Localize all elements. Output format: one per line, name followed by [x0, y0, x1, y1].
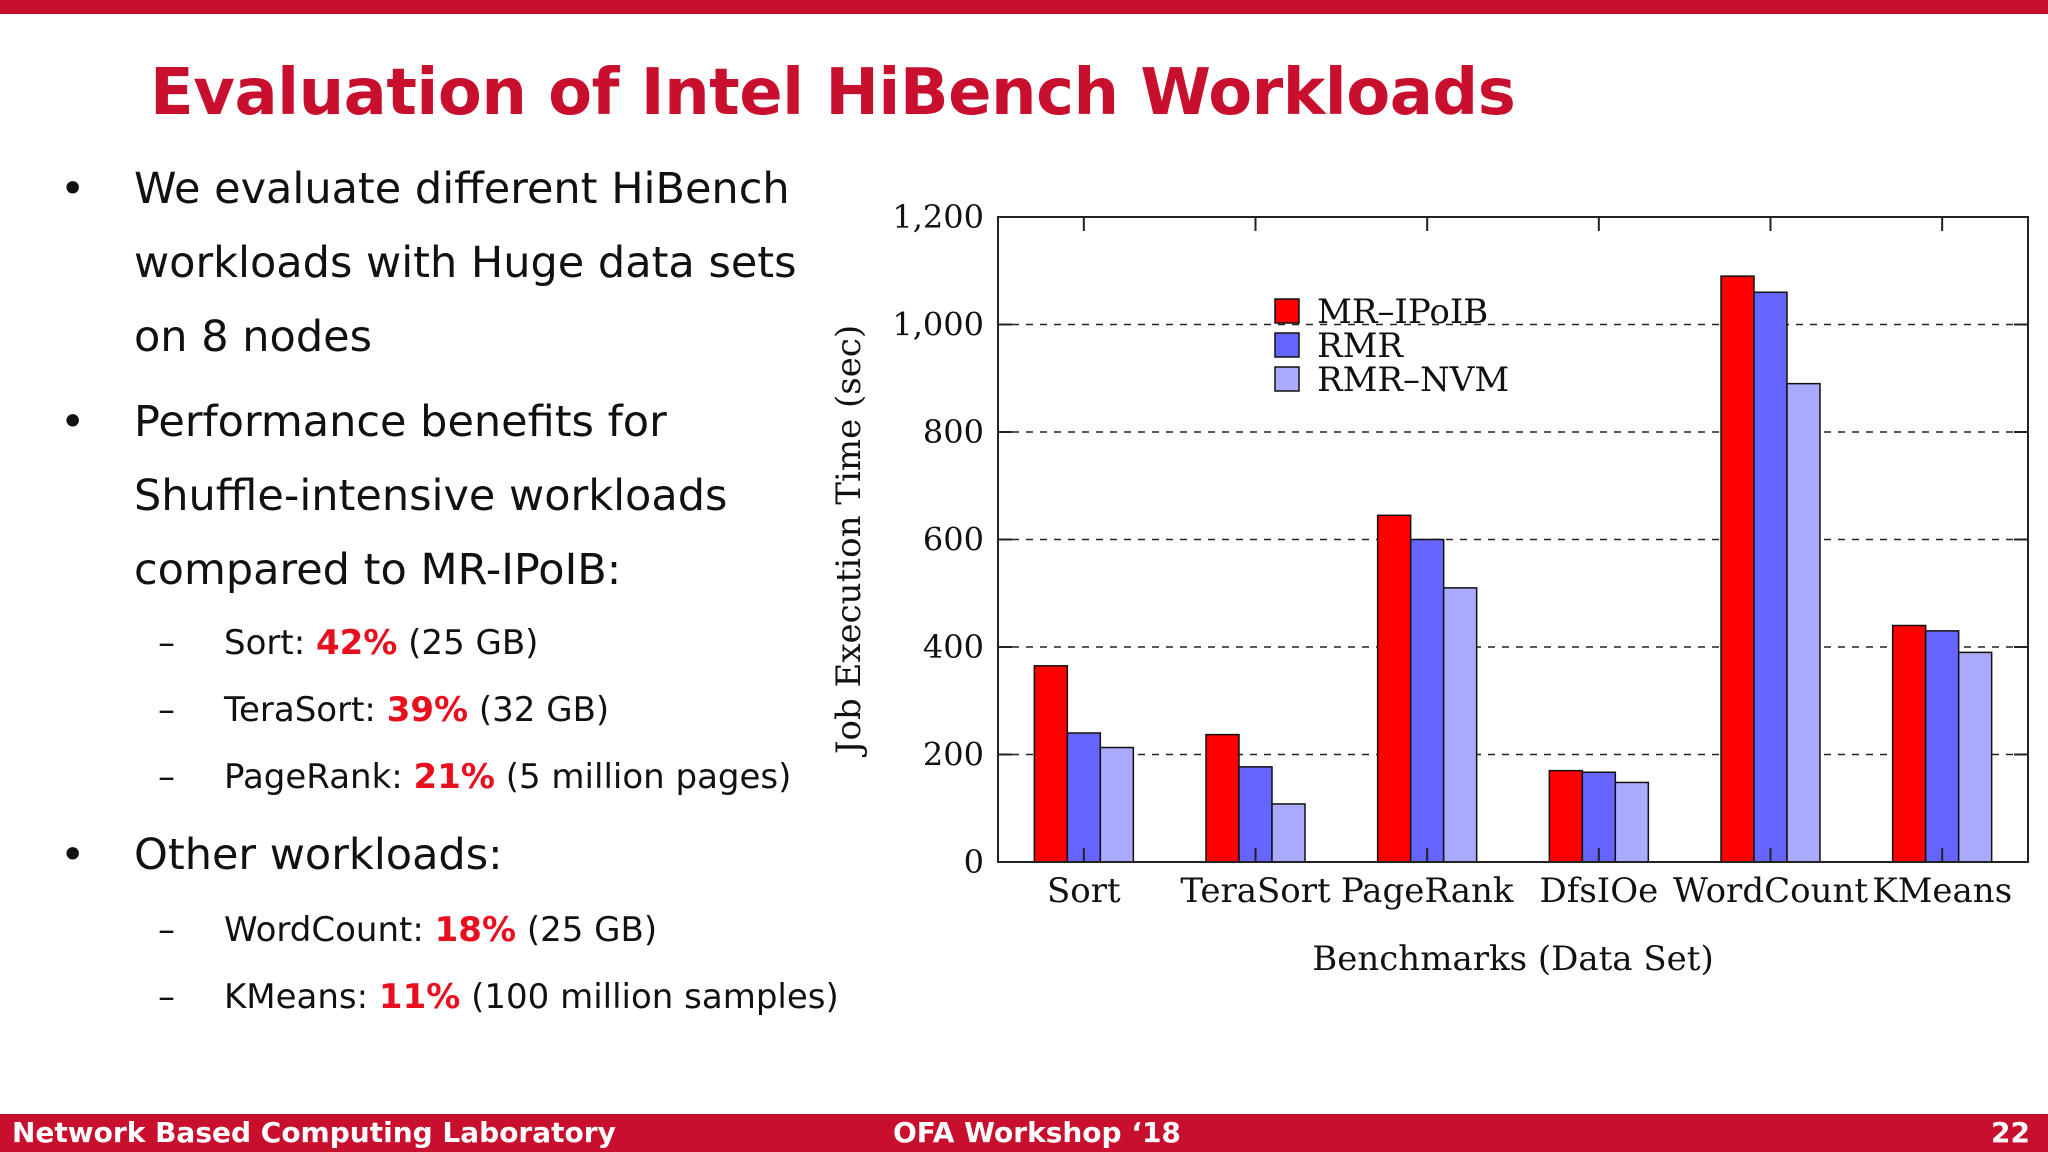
sub-bullet-label: WordCount:	[224, 910, 435, 950]
sub-bullet-item: – PageRank: 21% (5 million pages)	[158, 752, 792, 802]
bar	[1442, 587, 1478, 863]
y-tick-label: 1,000	[892, 306, 984, 344]
bar	[1957, 651, 1993, 863]
sub-bullet-detail: (32 GB)	[468, 690, 610, 730]
bullet-dot-icon: •	[60, 397, 86, 447]
y-tick-label: 0	[964, 843, 984, 881]
sub-bullet-label: TeraSort:	[224, 690, 387, 730]
footer-lab-name: Network Based Computing Laboratory	[12, 1116, 616, 1149]
x-tick-label: TeraSort	[1180, 871, 1331, 911]
sub-bullet-detail: (5 million pages)	[494, 757, 792, 797]
legend-label: RMR–NVM	[1317, 360, 1509, 400]
bar	[1786, 382, 1821, 863]
legend-swatch	[1274, 332, 1300, 358]
sub-bullet-item: – KMeans: 11% (100 million samples)	[158, 972, 839, 1022]
legend-swatch	[1274, 298, 1300, 324]
bullet-line: Shuffle-intensive workloads	[134, 471, 728, 521]
sub-bullet-item: – Sort: 42% (25 GB)	[158, 618, 539, 668]
sub-bullet-detail: (100 million samples)	[460, 977, 839, 1017]
bar	[1581, 771, 1617, 863]
bar	[1376, 514, 1412, 863]
dash-icon: –	[158, 910, 175, 950]
bar	[1066, 732, 1102, 863]
bullet-dot-icon: •	[60, 164, 86, 214]
bullet-line: Other workloads:	[134, 830, 503, 880]
sub-bullet-value: 39%	[386, 690, 469, 730]
bullet-line: on 8 nodes	[134, 312, 372, 362]
bullet-line: We evaluate different HiBench	[134, 164, 790, 214]
y-tick-label: 200	[923, 736, 984, 774]
bullet-item: • Performance benefits for Shuffle-inten…	[60, 385, 814, 607]
y-tick-label: 1,200	[892, 198, 984, 236]
bar	[1271, 803, 1306, 863]
x-tick-label: PageRank	[1341, 871, 1514, 911]
dash-icon: –	[158, 623, 175, 663]
footer-bar: Network Based Computing Laboratory OFA W…	[0, 1114, 2048, 1152]
sub-bullet-value: 42%	[315, 623, 398, 663]
sub-bullet-detail: (25 GB)	[397, 623, 539, 663]
y-axis-label: Job Execution Time (sec)	[829, 325, 869, 757]
dash-icon: –	[158, 977, 175, 1017]
plot-frame	[997, 216, 2029, 863]
bullet-dot-icon: •	[60, 830, 86, 880]
y-tick-label: 400	[923, 628, 984, 666]
sub-bullet-value: 18%	[434, 910, 517, 950]
bar	[1891, 624, 1927, 863]
bar	[1238, 766, 1273, 863]
bar	[1753, 291, 1788, 863]
x-tick-label: Sort	[1047, 871, 1121, 911]
bar	[1720, 275, 1755, 863]
bar-chart: 0 200 400 600 800 1,000 1,200 Sort TeraSort PageR…	[829, 198, 2029, 979]
footer-event: OFA Workshop ‘18	[893, 1116, 1181, 1149]
x-tick-label: DfsIOe	[1539, 871, 1658, 911]
dash-icon: –	[158, 757, 175, 797]
bar	[1099, 746, 1135, 863]
top-accent-bar	[0, 0, 2048, 14]
bar	[1409, 538, 1445, 863]
bullet-list: • We evaluate different HiBench workload…	[0, 0, 839, 1080]
y-tick-label: 800	[923, 413, 984, 451]
bar	[1205, 733, 1240, 863]
bar	[1924, 630, 1960, 863]
sub-bullet-detail: (25 GB)	[516, 910, 658, 950]
sub-bullet-label: KMeans:	[224, 977, 379, 1017]
slide-title: Evaluation of Intel HiBench Workloads	[150, 56, 1516, 130]
legend-label: MR–IPoIB	[1317, 292, 1488, 332]
bullet-line: workloads with Huge data sets	[134, 238, 797, 288]
bullet-line: compared to MR-IPoIB:	[134, 545, 622, 595]
bar	[1614, 781, 1650, 863]
bullet-item: • Other workloads:	[60, 818, 814, 892]
sub-bullet-label: PageRank:	[224, 757, 414, 797]
footer-page-number: 22	[1991, 1116, 2030, 1149]
bar	[1548, 769, 1584, 863]
bullet-line: Performance benefits for	[134, 397, 667, 447]
sub-bullet-label: Sort:	[224, 623, 316, 663]
sub-bullet-value: 21%	[413, 757, 495, 797]
bar	[1033, 665, 1069, 863]
bullet-item: • We evaluate different HiBench workload…	[60, 152, 814, 374]
sub-bullet-item: – WordCount: 18% (25 GB)	[158, 905, 658, 955]
legend-label: RMR	[1317, 326, 1404, 366]
x-axis-label: Benchmarks (Data Set)	[1312, 939, 1713, 979]
y-tick-label: 600	[923, 521, 984, 559]
x-tick-label: KMeans	[1872, 871, 2012, 911]
sub-bullet-item: – TeraSort: 39% (32 GB)	[158, 685, 610, 735]
legend-swatch	[1274, 366, 1300, 392]
dash-icon: –	[158, 690, 175, 730]
x-tick-label: WordCount	[1673, 871, 1868, 911]
sub-bullet-value: 11%	[378, 977, 461, 1017]
